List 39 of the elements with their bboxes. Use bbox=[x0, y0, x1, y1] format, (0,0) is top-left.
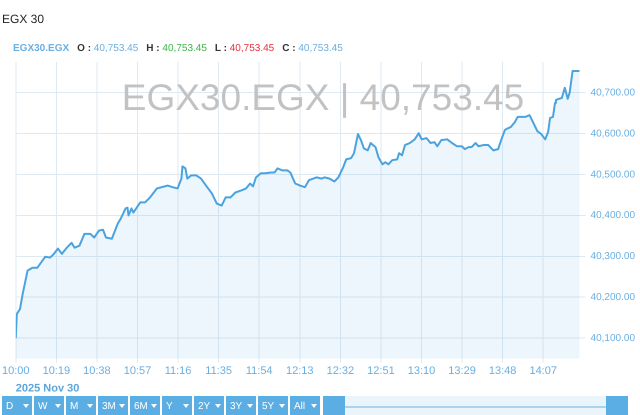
y-tick-label: 40,400.00 bbox=[590, 210, 636, 222]
y-tick-label: 40,200.00 bbox=[590, 292, 636, 303]
range-button: 2Y bbox=[194, 396, 224, 415]
y-tick-label: 40,500.00 bbox=[590, 169, 636, 180]
x-tick-label: 10:38 bbox=[83, 365, 111, 378]
y-tick-label: 40,700.00 bbox=[590, 87, 636, 98]
y-tick-label: 40,300.00 bbox=[590, 251, 636, 262]
range-button: All bbox=[290, 396, 320, 415]
annotation: EGX30.EGX | 40,753.45 bbox=[122, 77, 524, 118]
x-tick-label: 14:07 bbox=[529, 365, 557, 378]
x-tick-label: 13:10 bbox=[408, 365, 436, 378]
text: L : 40,753.45 bbox=[214, 43, 274, 54]
y-tick-label: 40,600.00 bbox=[590, 128, 636, 140]
chart-title: EGX 30 bbox=[2, 12, 44, 26]
x-tick-label: 12:51 bbox=[367, 365, 395, 378]
range-button: W bbox=[34, 396, 64, 415]
y-tick-label: 40,100.00 bbox=[590, 332, 636, 344]
x-tick-label: 10:00 bbox=[2, 365, 30, 378]
range-button: 3M bbox=[98, 396, 128, 415]
chart-subtitle: EGX30.EGX bbox=[13, 43, 70, 54]
x-tick-label: 11:54 bbox=[246, 365, 273, 378]
x-tick-label: 10:57 bbox=[124, 365, 152, 378]
x-tick-label: 12:32 bbox=[326, 365, 354, 378]
x-tick-label: 12:13 bbox=[286, 365, 314, 378]
x-tick-label: 10:19 bbox=[42, 365, 70, 378]
x-tick-label: 11:35 bbox=[205, 365, 232, 378]
text: O : 40,753.45 bbox=[77, 43, 138, 54]
range-button: M bbox=[66, 396, 96, 415]
x-tick-label: 11:16 bbox=[164, 365, 192, 378]
x-tick-label: 13:48 bbox=[488, 365, 516, 378]
range-button: D bbox=[2, 396, 32, 415]
x-axis-title: 2025 Nov 30 bbox=[16, 382, 80, 394]
range-button: 3Y bbox=[226, 396, 256, 415]
range-button: 6M bbox=[130, 396, 160, 415]
text: C : 40,753.45 bbox=[282, 43, 343, 54]
x-tick-label: 13:29 bbox=[448, 365, 476, 378]
text: H : 40,753.45 bbox=[146, 43, 207, 54]
range-button: 5Y bbox=[258, 396, 288, 415]
range-button: Y bbox=[162, 396, 192, 415]
